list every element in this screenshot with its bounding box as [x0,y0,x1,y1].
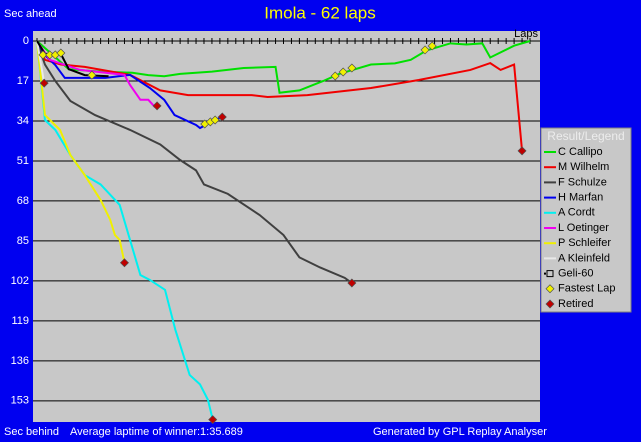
footer-right: Generated by GPL Replay Analyser [373,426,547,438]
chart-title: Imola - 62 laps [264,3,376,22]
series-line [36,40,223,130]
y-tick-label: 17 [17,75,29,87]
x-label: Laps [514,28,538,40]
series-line [36,40,524,151]
marker [347,278,357,288]
marker [39,78,49,88]
marker [152,101,162,111]
series-line [36,40,158,109]
legend-label: H Marfan [558,192,603,204]
marker [420,45,430,55]
legend [540,127,632,313]
series-line [36,40,214,420]
legend-label: Fastest Lap [558,283,615,295]
legend-label: M Wilhelm [558,161,609,173]
marker [119,258,129,268]
y-tick-label: 119 [11,315,29,327]
series-line [36,40,353,284]
marker [87,70,97,80]
y-tick-label: 153 [11,395,29,407]
legend-marker [545,284,555,294]
series-line [36,40,46,84]
marker [56,48,66,58]
legend-label: Retired [558,298,593,310]
footer-left: Average laptime of winner:1:35.689 [70,426,243,438]
marker [338,67,348,77]
marker [208,415,218,425]
y-tick-label: 51 [17,155,29,167]
legend-label: C Callipo [558,146,603,158]
series-line [36,40,126,263]
plot-area [33,31,540,422]
y-label-top: Sec ahead [4,8,57,20]
legend-label: L Oetinger [558,222,609,234]
marker [217,112,227,122]
series-line [36,40,531,94]
y-tick-label: 102 [11,275,29,287]
y-tick-label: 136 [11,355,29,367]
y-tick-label: 34 [17,115,29,127]
marker [38,50,48,60]
marker [210,115,220,125]
marker [347,63,357,73]
marker [427,41,437,51]
legend-marker [545,299,555,309]
y-tick-label: 0 [23,35,29,47]
marker [517,146,527,156]
legend-label: A Cordt [558,207,595,219]
legend-label: F Schulze [558,176,607,188]
legend-marker [546,270,554,278]
y-tick-label: 68 [17,195,29,207]
marker [330,71,340,81]
legend-label: A Kleinfeld [558,252,610,264]
legend-title: Result/Legend [547,129,624,143]
legend-label: P Schleifer [558,237,611,249]
y-tick-label: 85 [17,235,29,247]
y-label-bottom: Sec behind [4,426,59,438]
legend-label: Geli-60 [558,268,593,280]
